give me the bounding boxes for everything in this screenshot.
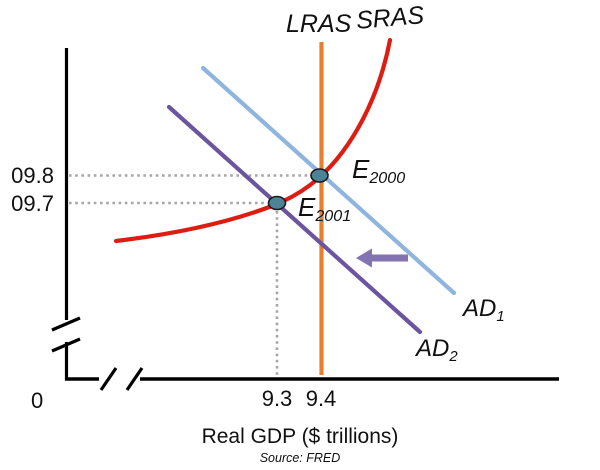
label-e2001: E2001	[298, 192, 351, 224]
label-ad2-subscript: 2	[449, 349, 458, 365]
source-note: Source: FRED	[259, 451, 341, 465]
y-axis-break-slash-top	[51, 316, 81, 332]
x-tick-9-3: 9.3	[261, 386, 293, 411]
y-tick-09-7: 09.7	[11, 191, 54, 216]
label-ad1-subscript: 1	[496, 309, 505, 325]
equilibrium-point-e2001	[267, 195, 287, 211]
x-axis-title: Real GDP ($ trillions)	[201, 425, 399, 448]
left-shift-arrow	[356, 248, 408, 268]
x-axis-break-slash-left	[99, 367, 118, 391]
label-e2000-subscript: 2000	[369, 169, 406, 187]
ad2-curve	[166, 104, 423, 335]
equilibrium-point-e2000	[310, 168, 329, 183]
label-e2001-text: E	[298, 192, 316, 222]
x-tick-9-4: 9.4	[305, 386, 337, 411]
label-ad2-text: AD	[416, 335, 450, 362]
label-lras: LRAS	[286, 10, 352, 38]
ad1-curve	[200, 65, 457, 296]
x-axis-break-slash-right	[125, 367, 144, 391]
label-ad1: AD1	[463, 295, 505, 325]
label-e2001-subscript: 2001	[315, 207, 352, 225]
origin-label: 0	[31, 388, 44, 413]
label-ad1-text: AD	[463, 295, 497, 322]
sras-curve	[113, 37, 393, 244]
y-axis-break-slash-bottom	[51, 337, 81, 353]
label-sras: SRAS	[354, 1, 426, 35]
y-tick-09-8: 09.8	[11, 163, 54, 188]
label-e2000-text: E	[352, 154, 370, 184]
label-e2000: E2000	[352, 154, 405, 186]
label-ad2: AD2	[416, 335, 458, 365]
